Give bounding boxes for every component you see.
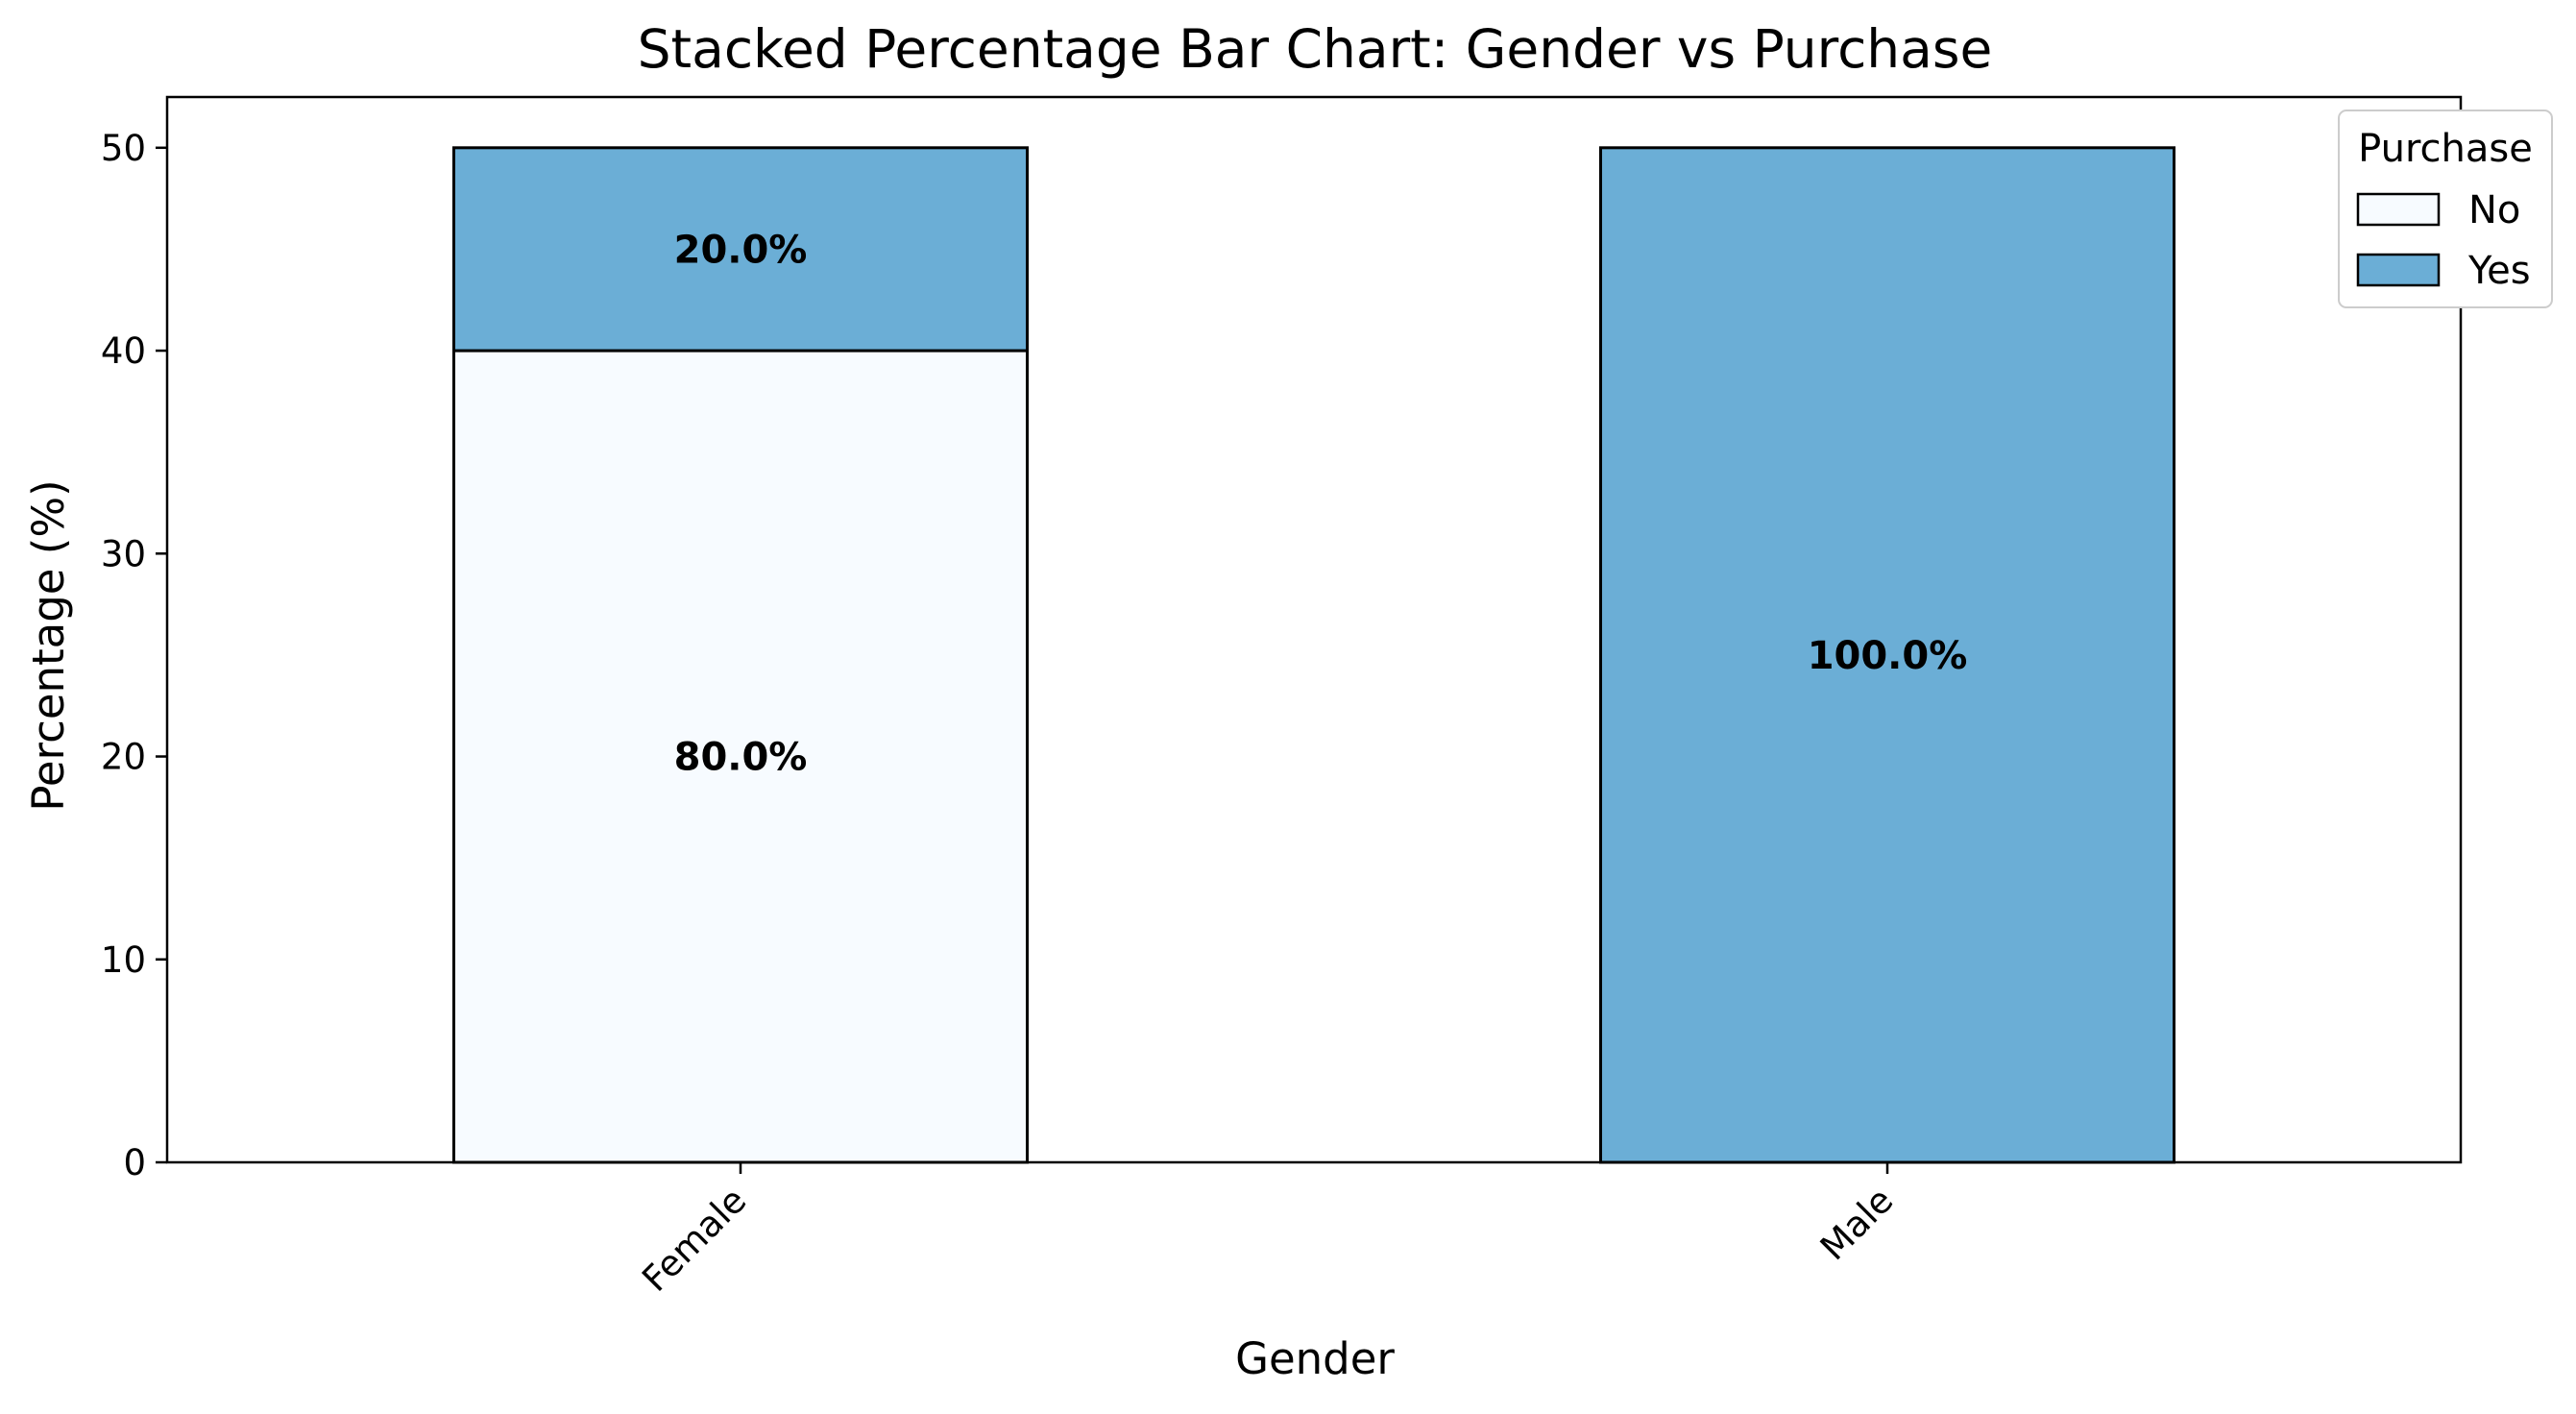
y-tick-label: 10 — [101, 939, 146, 981]
y-axis: 0 10 20 30 40 50 — [101, 128, 167, 1183]
y-tick-label: 30 — [101, 533, 146, 574]
y-tick-label: 50 — [101, 128, 146, 169]
chart-title: Stacked Percentage Bar Chart: Gender vs … — [638, 18, 1993, 80]
bar-labels: 80.0% 20.0% 100.0% — [674, 228, 1968, 779]
plot-frame — [165, 95, 2463, 1164]
bar-label-male-yes: 100.0% — [1808, 634, 1968, 678]
legend-label-no: No — [2468, 188, 2520, 232]
bar-segment-female-yes — [452, 146, 1029, 353]
y-tick-label: 40 — [101, 330, 146, 372]
bar-label-female-yes: 20.0% — [674, 228, 808, 272]
legend-entries: No Yes — [2356, 188, 2531, 293]
legend-swatch-no — [2356, 192, 2441, 227]
bars — [452, 146, 2175, 1164]
bar-segment-male-yes — [1599, 146, 2175, 1164]
legend-label-yes: Yes — [2467, 249, 2531, 293]
y-tick-label: 0 — [123, 1142, 146, 1183]
bar-label-female-no: 80.0% — [674, 736, 808, 780]
legend-title: Purchase — [2358, 127, 2533, 171]
y-axis-label: Percentage (%) — [23, 479, 74, 811]
bar-segment-female-no — [452, 349, 1029, 1164]
legend: Purchase No Yes — [2338, 110, 2553, 308]
x-axis-label: Gender — [1235, 1333, 1395, 1384]
y-tick-label: 20 — [101, 737, 146, 778]
legend-swatch-yes — [2356, 253, 2441, 287]
